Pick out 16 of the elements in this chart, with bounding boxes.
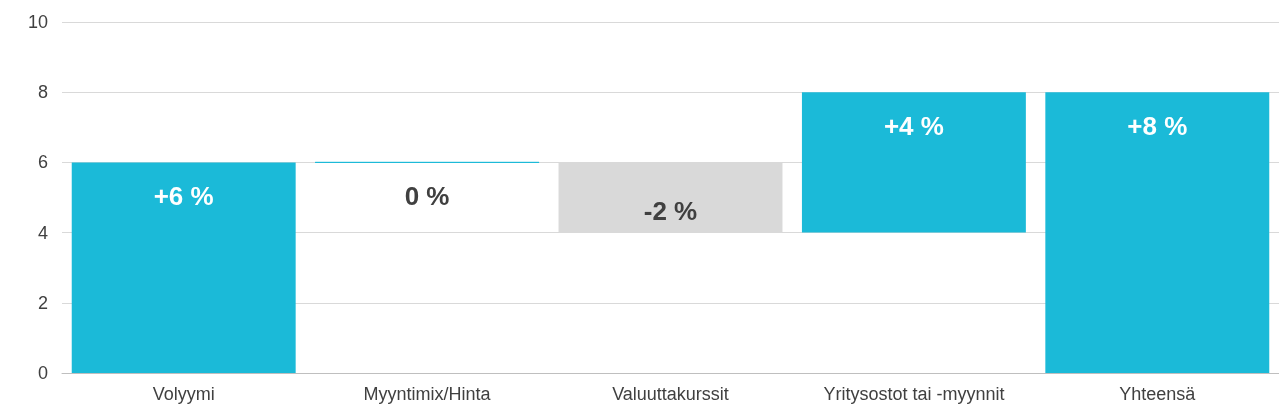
- data-label: 0 %: [404, 181, 450, 212]
- x-tick-label: Volyymi: [152, 384, 215, 404]
- data-label: +6 %: [153, 181, 214, 212]
- y-tick-label: 4: [37, 222, 48, 243]
- data-label: +8 %: [1127, 111, 1188, 142]
- y-tick-label: 2: [37, 292, 48, 313]
- y-tick-label: 10: [27, 12, 48, 32]
- x-tick-label: Yritysostot tai -myynnit: [823, 384, 1005, 404]
- x-tick-label: Myyntimix/Hinta: [363, 384, 492, 404]
- y-tick-label: 8: [37, 82, 48, 103]
- y-tick-label: 6: [37, 152, 48, 173]
- data-label: +4 %: [883, 111, 944, 142]
- x-tick-label: Valuuttakurssit: [612, 384, 729, 404]
- y-tick-label: 0: [37, 363, 48, 383]
- x-tick-label: Yhteensä: [1119, 384, 1197, 404]
- data-label: -2 %: [643, 195, 698, 226]
